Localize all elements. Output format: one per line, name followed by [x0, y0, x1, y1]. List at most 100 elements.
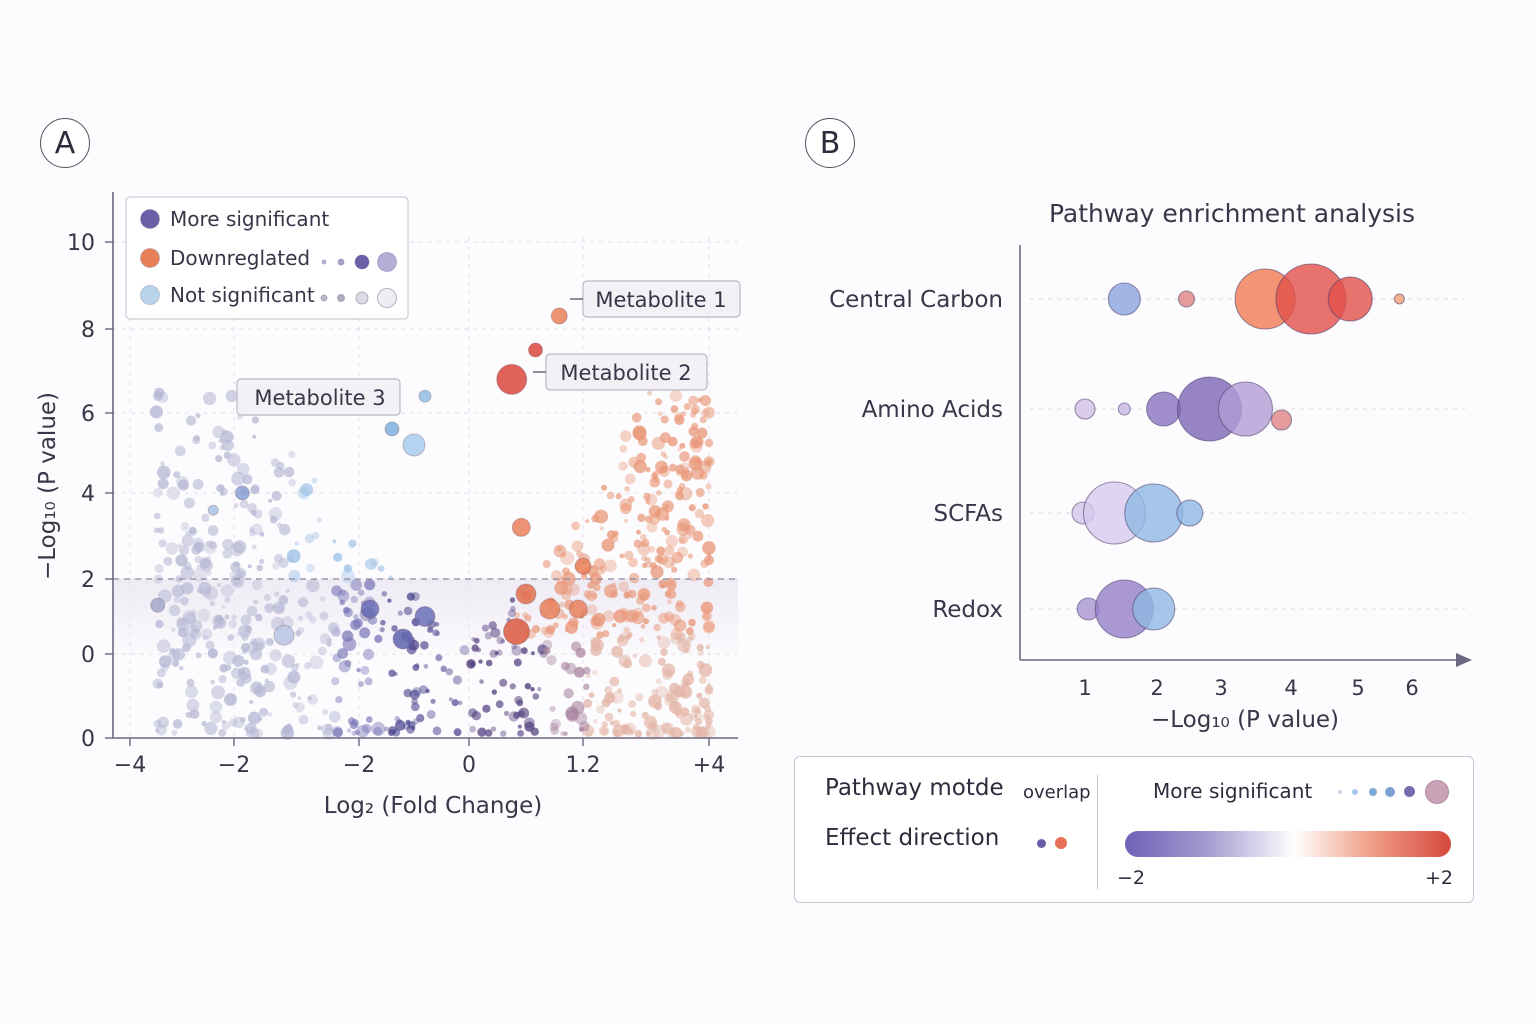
volcano-point — [571, 641, 582, 652]
volcano-point — [491, 689, 497, 695]
legend-pathway-mode: Pathway motde — [825, 775, 1004, 801]
volcano-point — [676, 486, 684, 493]
volcano-point — [695, 487, 705, 498]
volcano-point — [311, 532, 320, 540]
volcano-point — [700, 408, 710, 418]
volcano-point — [495, 700, 504, 709]
volcano-point — [517, 724, 523, 729]
highlight-point-0 — [550, 307, 568, 325]
volcano-point — [513, 658, 522, 667]
volcano-point — [705, 645, 710, 650]
volcano-point — [668, 463, 677, 472]
volcano-point — [403, 606, 413, 616]
volcano-point — [244, 625, 253, 633]
volcano-point — [641, 555, 648, 562]
volcano-point — [249, 726, 255, 732]
volcano-point — [615, 493, 622, 500]
volcano-point — [628, 700, 637, 709]
volcano-point — [485, 729, 493, 737]
y-tick-label-0: 0 — [81, 727, 95, 752]
volcano-point — [216, 617, 224, 624]
volcano-point — [309, 616, 317, 624]
volcano-point — [250, 485, 260, 495]
volcano-point — [252, 434, 257, 439]
volcano-point — [268, 507, 283, 521]
volcano-point — [297, 696, 302, 701]
volcano-point — [174, 445, 186, 457]
volcano-point — [231, 471, 246, 486]
volcano-point — [695, 717, 703, 726]
volcano-point — [207, 525, 219, 536]
volcano-point — [617, 708, 622, 713]
legend-size-dot-1 — [1338, 790, 1342, 794]
volcano-point — [473, 637, 480, 644]
pathway-bubble-1 — [1177, 290, 1196, 308]
pathway-bubble-14 — [1124, 483, 1184, 543]
volcano-point — [623, 627, 630, 634]
volcano-point — [326, 638, 333, 644]
volcano-point — [507, 609, 516, 618]
volcano-point — [692, 530, 704, 542]
volcano-point — [264, 603, 275, 613]
volcano-point — [155, 724, 167, 736]
volcano-point — [696, 692, 703, 699]
volcano-point — [287, 670, 301, 684]
volcano-point — [703, 622, 715, 634]
volcano-point — [661, 500, 674, 513]
volcano-point — [649, 562, 657, 570]
volcano-point — [664, 516, 670, 521]
volcano-point — [703, 709, 715, 720]
volcano-point — [620, 607, 628, 615]
volcano-point — [202, 391, 217, 406]
x-tick-label-3: 0 — [462, 753, 476, 778]
volcano-point — [155, 619, 164, 629]
volcano-point — [331, 726, 343, 737]
volcano-point — [669, 561, 675, 567]
annotation-label-2: Metabolite 3 — [254, 386, 385, 410]
volcano-point — [181, 582, 194, 595]
pathway-label-3: Redox — [932, 597, 1003, 623]
volcano-point — [215, 455, 223, 463]
volcano-point — [649, 514, 660, 525]
volcano-point — [452, 675, 462, 685]
volcano-point — [618, 654, 632, 668]
volcano-point — [686, 636, 693, 643]
y-tick-label-2: 2 — [81, 568, 95, 593]
pathway-label-1: Amino Acids — [862, 397, 1003, 423]
volcano-point — [700, 559, 709, 568]
volcano-point — [283, 676, 298, 690]
volcano-point — [624, 473, 636, 485]
volcano-point — [247, 564, 252, 569]
volcano-point — [677, 447, 682, 452]
volcano-point — [364, 677, 373, 686]
volcano-point — [231, 614, 238, 621]
highlight-point-8 — [511, 517, 531, 537]
volcano-point — [478, 659, 483, 664]
volcano-point — [702, 503, 709, 510]
volcano-point — [688, 426, 699, 437]
volcano-point — [251, 544, 257, 550]
volcano-point — [232, 654, 245, 667]
volcano-point — [696, 660, 705, 669]
volcano-point — [248, 711, 261, 725]
volcano-point — [664, 577, 677, 590]
volcano-point — [657, 657, 666, 666]
volcano-point — [182, 643, 191, 652]
volcano-point — [188, 526, 197, 535]
volcano-point — [356, 667, 361, 673]
volcano-point — [705, 483, 712, 490]
volcano-point — [670, 405, 679, 413]
volcano-point — [607, 693, 614, 699]
volcano-point — [331, 585, 342, 597]
volcano-point — [585, 519, 590, 524]
x-tick-label-0: −4 — [114, 753, 146, 778]
volcano-point — [239, 499, 249, 509]
volcano-point — [409, 689, 420, 700]
volcano-point — [351, 730, 357, 736]
volcano-point — [379, 627, 385, 633]
volcano-point — [394, 716, 400, 722]
volcano-point — [500, 639, 505, 644]
highlight-point-15 — [414, 606, 436, 627]
volcano-point — [285, 588, 290, 593]
volcano-point — [602, 630, 610, 638]
